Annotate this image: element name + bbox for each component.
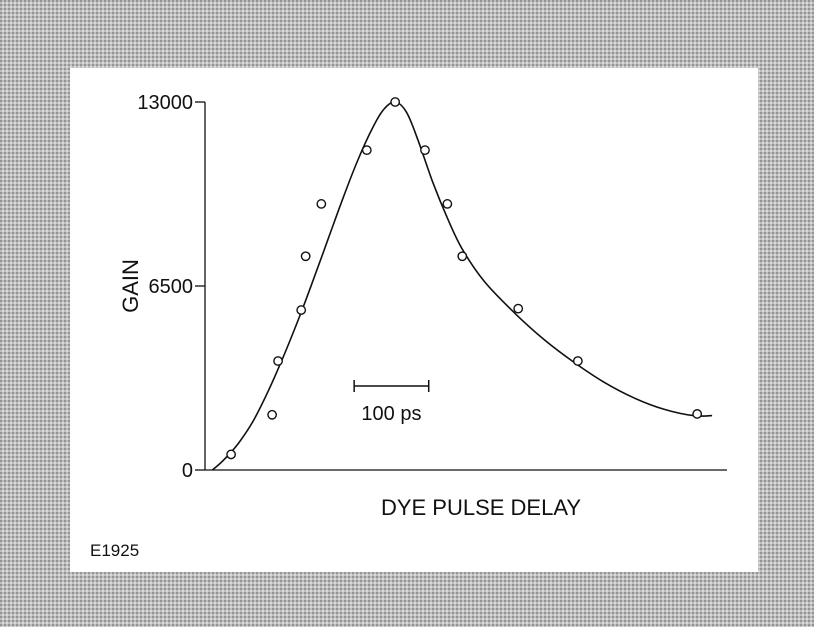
data-point [572,356,583,366]
data-point [442,199,453,209]
y-tick-label: 6500 [149,276,194,298]
scale-bar: 100 ps [353,380,430,425]
y-tick-label: 0 [182,460,193,482]
data-point [273,356,283,366]
data-point [361,145,372,156]
y-tick-label: 13000 [137,92,193,114]
data-point [296,305,307,315]
y-axis-label: GAIN [118,259,143,313]
data-point [457,251,468,262]
data-point [390,97,401,107]
data-point [316,199,327,209]
data-point [513,303,524,314]
y-ticks-group: 0 6500 13000 [137,92,205,482]
data-point [692,409,703,419]
figure-panel [70,68,758,572]
fit-curve-line [211,101,713,471]
x-axis-label: DYE PULSE DELAY [381,495,581,520]
data-point [300,251,311,262]
data-point [420,145,430,156]
scale-bar-label: 100 ps [361,403,421,425]
data-points-group [226,97,703,460]
data-point [267,409,278,420]
axes-group [204,102,727,471]
figure-id-label: E1925 [90,541,139,560]
data-point [226,449,237,460]
